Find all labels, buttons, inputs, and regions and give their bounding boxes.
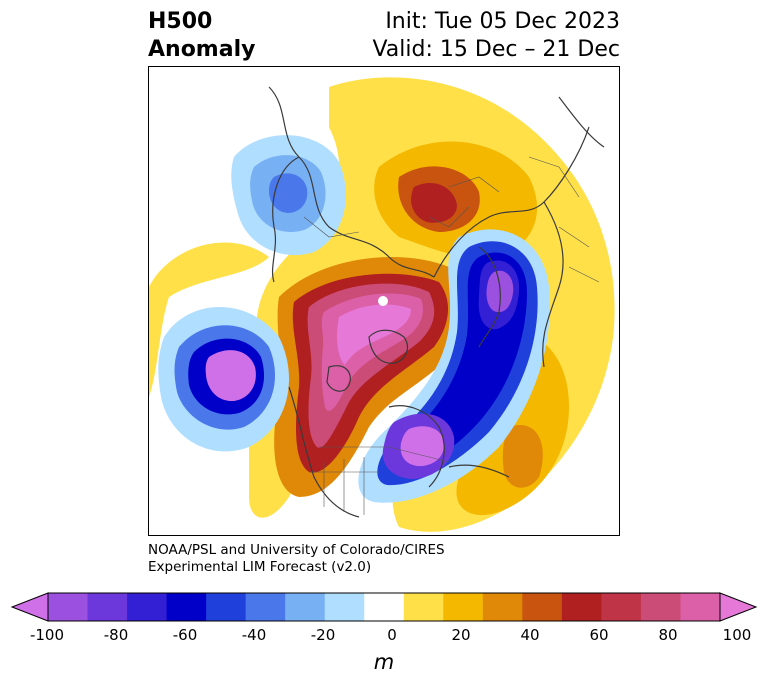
colorbar-tick-label: 20 — [451, 626, 471, 644]
init-date: Init: Tue 05 Dec 2023 — [385, 9, 620, 34]
valid-range: Valid: 15 Dec – 21 Dec — [372, 37, 620, 62]
title-variable: H500 — [148, 9, 213, 34]
negative-anomaly-east-core-s — [400, 426, 444, 467]
colorbar-bin — [206, 593, 247, 621]
colorbar-bin — [87, 593, 128, 621]
positive-anomaly-central-peak — [337, 304, 411, 365]
colorbar-bin — [127, 593, 168, 621]
colorbar-tick-label: -40 — [241, 626, 267, 644]
colorbar-bin — [403, 593, 444, 621]
colorbar-bin — [285, 593, 326, 621]
colorbar-bin — [561, 593, 602, 621]
colorbar-bin — [601, 593, 642, 621]
colorbar-bin — [443, 593, 484, 621]
colorbar-extend-max — [719, 592, 758, 622]
title-right: Init: Tue 05 Dec 2023 Valid: 15 Dec – 21… — [372, 8, 620, 64]
colorbar-bin — [166, 593, 207, 621]
colorbar-bin — [680, 593, 721, 621]
credit-line-1: NOAA/PSL and University of Colorado/CIRE… — [148, 542, 445, 558]
colorbar-border — [47, 592, 721, 622]
negative-anomaly-nw-core — [269, 173, 308, 213]
anomaly-map — [148, 66, 620, 536]
negative-anomaly-pacific-core — [205, 350, 256, 402]
colorbar-bin — [364, 593, 405, 621]
colorbar-bin — [640, 593, 681, 621]
colorbar-tick-label: 60 — [589, 626, 609, 644]
colorbar-tick-label: -60 — [172, 626, 198, 644]
colorbar-tick-label: 100 — [722, 626, 752, 644]
colorbar-tick-label: -20 — [310, 626, 336, 644]
political-borders — [303, 156, 600, 515]
map-svg — [149, 77, 615, 532]
coastlines — [268, 86, 605, 518]
colorbar-tick-label: -100 — [29, 626, 65, 644]
colorbar-bin — [324, 593, 365, 621]
colorbar-tick-label: -80 — [103, 626, 129, 644]
colorbar-bin — [48, 593, 89, 621]
anomaly-fills — [149, 77, 615, 532]
credit-line-2: Experimental LIM Forecast (v2.0) — [148, 559, 372, 575]
title-type: Anomaly — [148, 37, 256, 62]
positive-anomaly-west — [149, 242, 269, 397]
pole-marker — [378, 296, 388, 306]
colorbar — [10, 592, 758, 622]
colorbar-extend-min — [10, 592, 49, 622]
colorbar-unit: m — [373, 650, 395, 674]
positive-anomaly-darkred-ne — [411, 183, 457, 223]
colorbar-bin — [522, 593, 563, 621]
credit-text: NOAA/PSL and University of Colorado/CIRE… — [148, 542, 445, 576]
colorbar-tick-label: 0 — [387, 626, 397, 644]
colorbar-tick-label: 80 — [658, 626, 678, 644]
positive-anomaly-darkorange-se — [502, 425, 543, 488]
colorbar-tick-label: 40 — [520, 626, 540, 644]
colorbar-bin — [482, 593, 523, 621]
colorbar-bin — [245, 593, 286, 621]
title-left: H500 Anomaly — [148, 8, 255, 64]
